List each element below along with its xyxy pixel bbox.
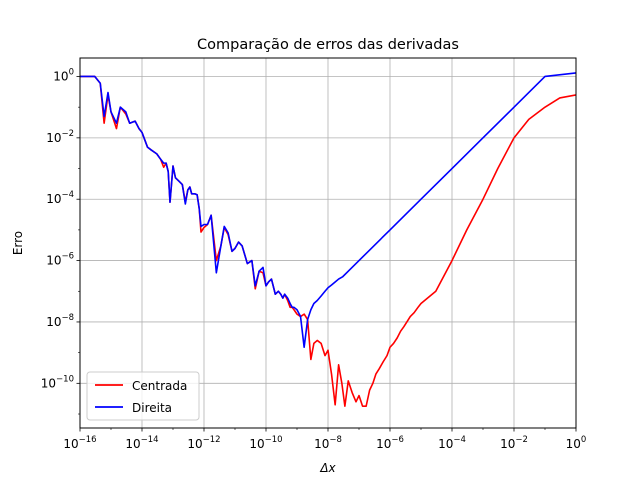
x-tick-label: 10−4: [438, 435, 466, 451]
legend-label-centrada: Centrada: [132, 379, 187, 393]
y-tick-label: 10−8: [46, 313, 74, 329]
legend: Centrada Direita: [86, 371, 200, 421]
x-axis-label: Δx: [319, 461, 336, 475]
y-tick-label: 100: [53, 67, 74, 83]
y-axis-label: Erro: [11, 231, 25, 255]
x-tick-label: 10−14: [125, 435, 158, 451]
y-tick-label: 10−6: [46, 252, 74, 268]
series-line-direita: [80, 72, 576, 349]
x-tick-label: 10−8: [314, 435, 342, 451]
legend-label-direita: Direita: [132, 401, 172, 415]
y-tick-label: 10−2: [46, 129, 74, 145]
x-tick-label: 10−10: [249, 435, 282, 451]
legend-box: [86, 371, 200, 421]
series-layer: [80, 72, 576, 407]
ticks: 10−16 10−14 10−12 10−10 10−8 10−6 10−4 10−2 100 1…: [41, 67, 587, 451]
x-tick-label: 10−6: [376, 435, 404, 451]
x-tick-label: 10−12: [187, 435, 220, 451]
x-tick-label: 100: [566, 435, 587, 451]
x-tick-label: 10−16: [63, 435, 96, 451]
y-tick-label: 10−4: [46, 190, 74, 206]
x-tick-label: 10−2: [500, 435, 528, 451]
y-tick-label: 10−10: [41, 374, 74, 390]
chart-title: Comparação de erros das derivadas: [197, 37, 459, 53]
